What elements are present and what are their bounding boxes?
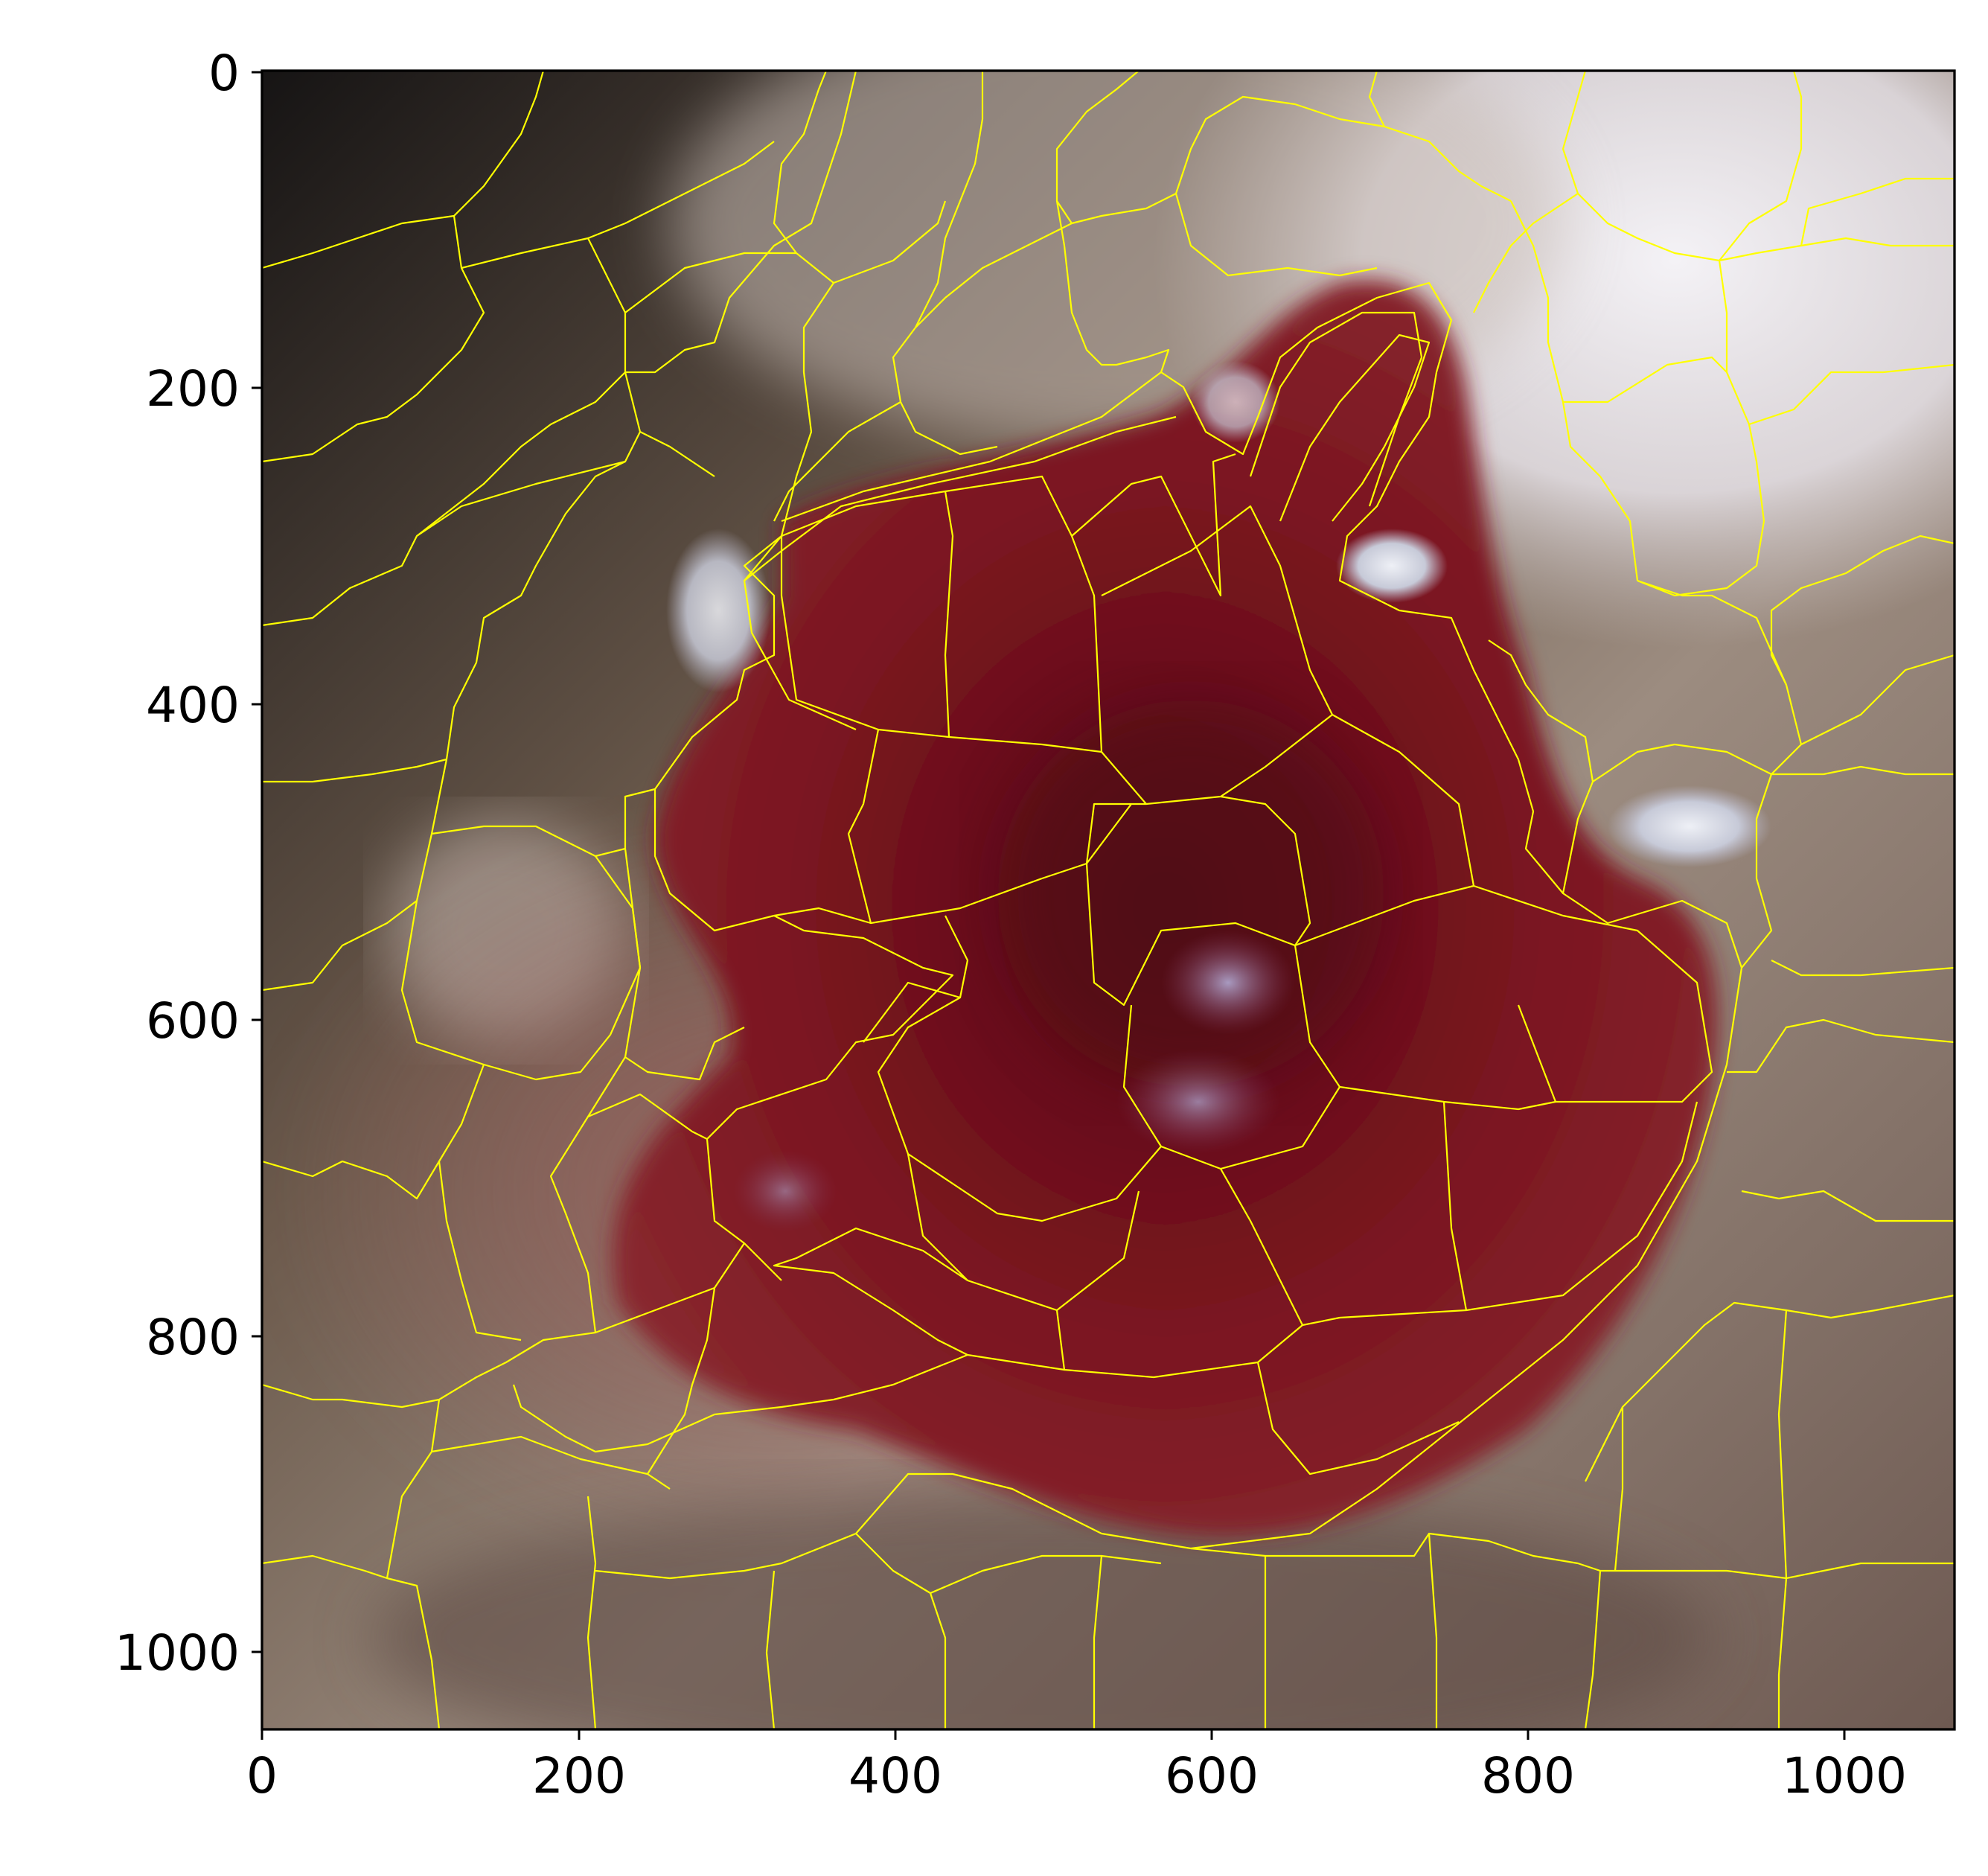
x-tick-label: 1000 — [1782, 1747, 1907, 1805]
x-tick-label: 600 — [1165, 1747, 1259, 1805]
y-tick-label: 400 — [146, 677, 240, 734]
x-tick-label: 400 — [848, 1747, 942, 1805]
x-tick-label: 800 — [1481, 1747, 1575, 1805]
y-tick-label: 800 — [146, 1309, 240, 1366]
y-tick-label: 200 — [146, 360, 240, 418]
x-tick-label: 200 — [532, 1747, 626, 1805]
lesion-photo — [262, 71, 1955, 1729]
x-axis: 0 200 400 600 800 1000 — [246, 1729, 1907, 1805]
superpixel-boundaries — [262, 71, 1955, 1729]
y-tick-label: 0 — [208, 45, 240, 102]
y-tick-label: 600 — [146, 992, 240, 1050]
plot-frame — [261, 69, 1956, 1731]
x-tick-label: 0 — [246, 1747, 278, 1805]
y-axis: 0 200 400 600 800 1000 — [115, 45, 262, 1682]
y-tick-label: 1000 — [115, 1624, 240, 1682]
